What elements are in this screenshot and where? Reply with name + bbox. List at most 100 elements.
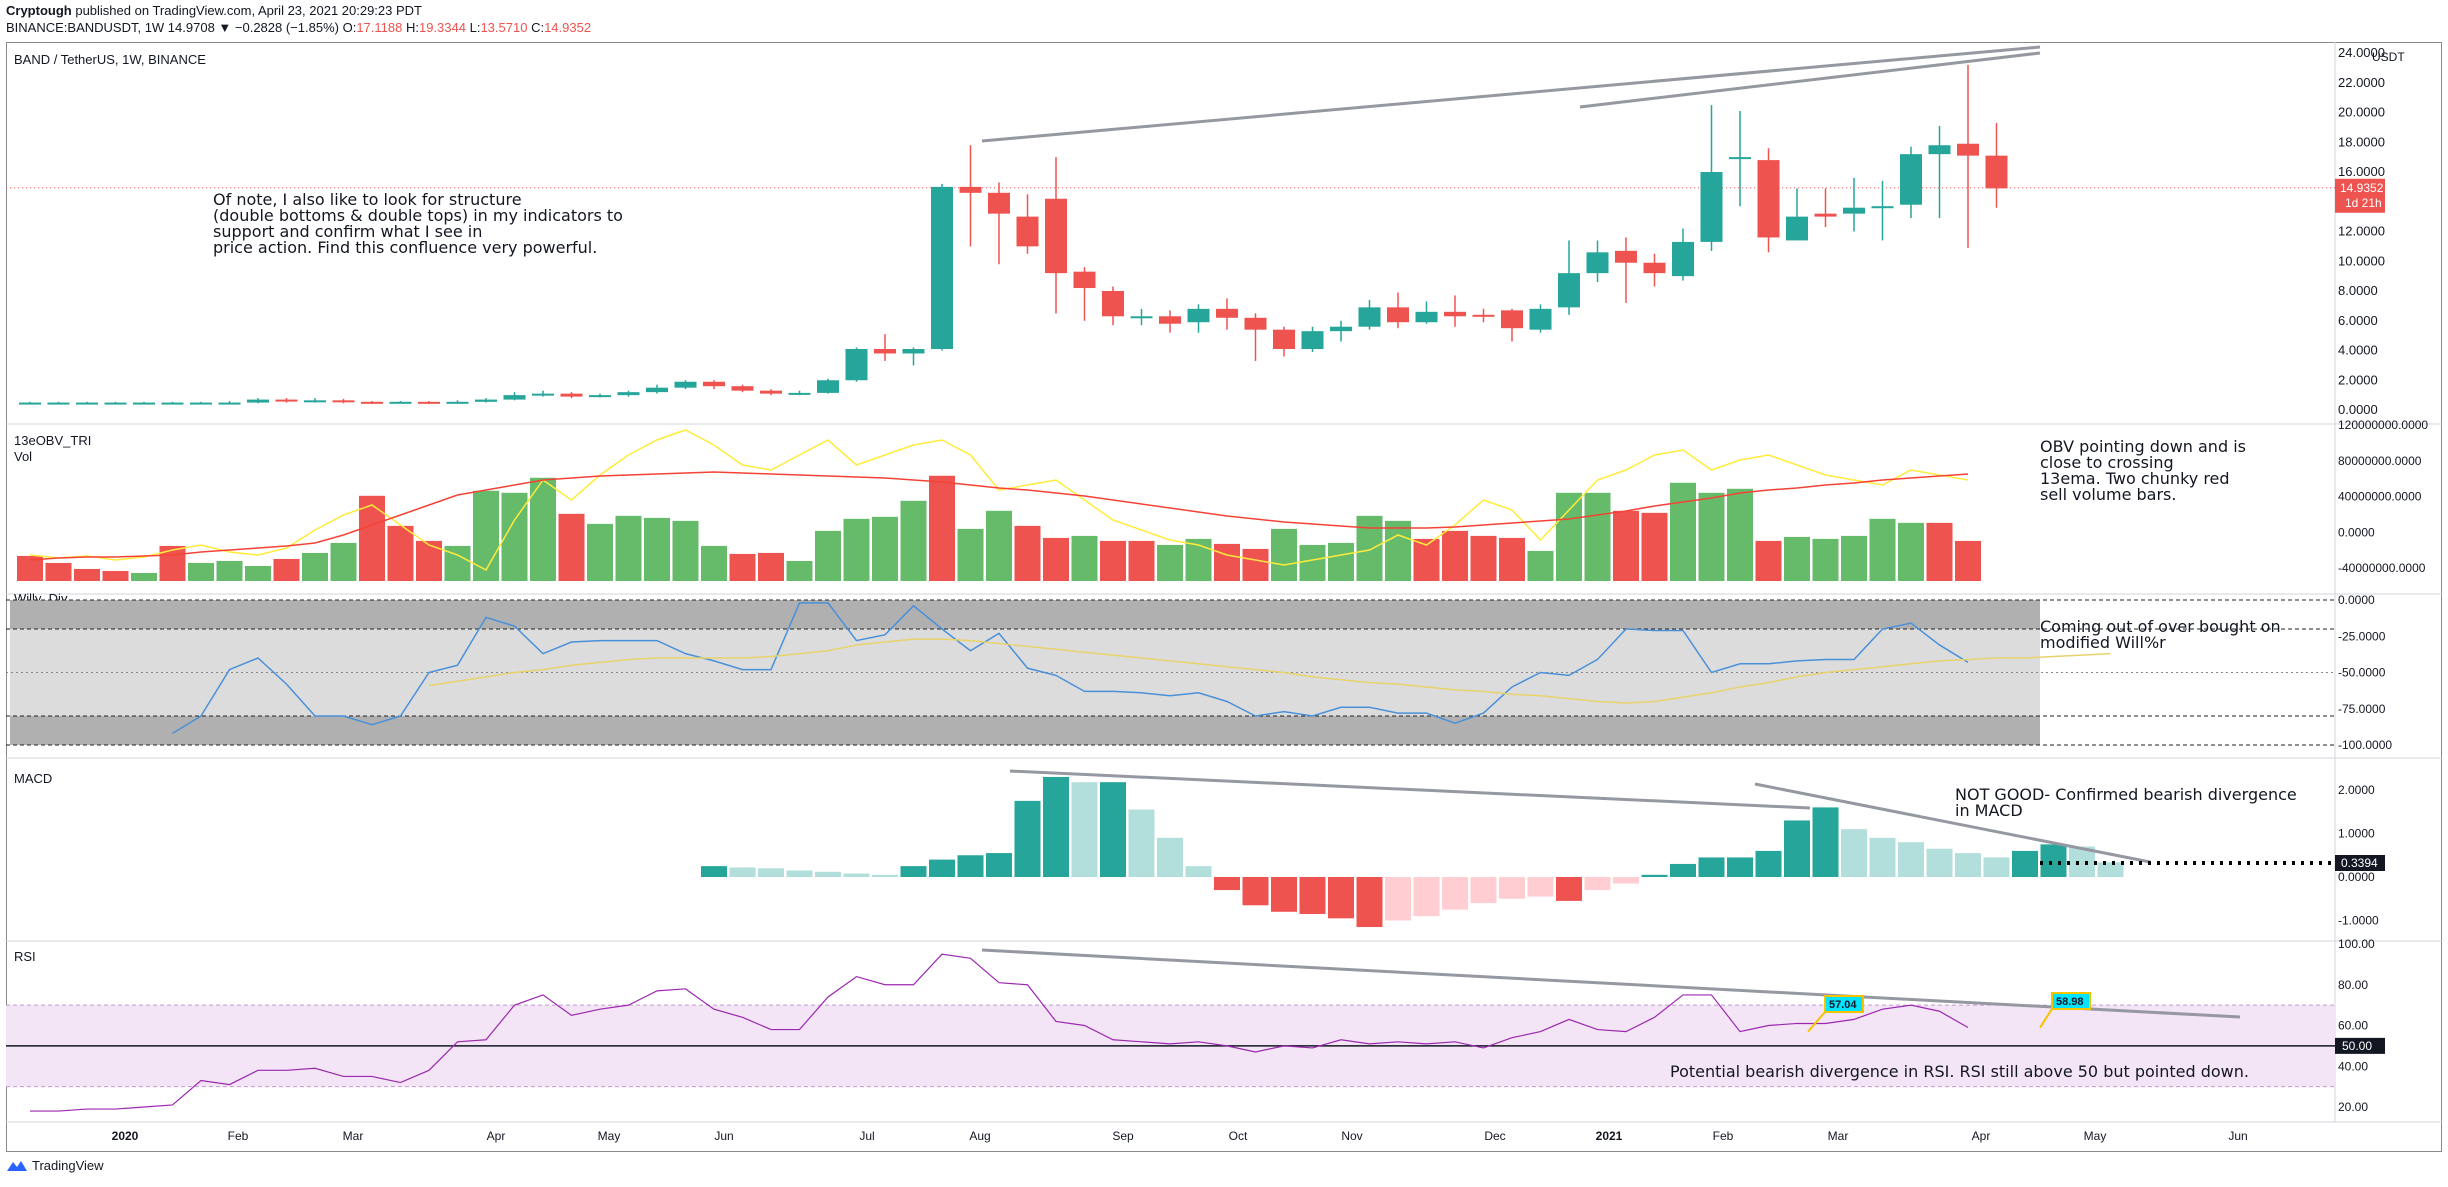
candle-body bbox=[1871, 206, 1894, 209]
candle-body bbox=[532, 393, 554, 396]
rsi-divergence-line bbox=[981, 948, 2241, 1019]
price-tick-label: 6.0000 bbox=[2338, 313, 2378, 328]
candle-body bbox=[503, 395, 526, 400]
candle-body bbox=[332, 400, 355, 403]
obv-pane-title: 13eOBV_TRI bbox=[14, 433, 91, 448]
candle-body bbox=[1102, 291, 1124, 317]
obv-note-line: close to crossing bbox=[2040, 453, 2174, 472]
volume-bar bbox=[1556, 492, 1582, 581]
candle-body bbox=[1643, 262, 1666, 274]
macd-histogram-bar bbox=[1983, 857, 2010, 877]
footer: TradingView bbox=[6, 1158, 104, 1173]
candle-body bbox=[1444, 311, 1466, 317]
candle-body bbox=[1615, 250, 1637, 263]
macd-note-line: NOT GOOD- Confirmed bearish divergence bbox=[1955, 785, 2297, 804]
willy-note-line: Coming out of over bought on bbox=[2040, 617, 2281, 636]
time-tick-label: Apr bbox=[1972, 1129, 1991, 1143]
resistance-trendline bbox=[981, 45, 2041, 143]
macd-histogram-bar bbox=[1299, 877, 1326, 914]
rsi-tick-label: 60.00 bbox=[2338, 1019, 2368, 1033]
candle-body bbox=[1273, 329, 1295, 350]
macd-histogram-bar bbox=[1185, 866, 1212, 877]
volume-bar bbox=[1955, 540, 1981, 581]
macd-histogram-bar bbox=[1670, 863, 1696, 877]
candle-body bbox=[560, 393, 583, 397]
price-tick-label: 10.0000 bbox=[2338, 253, 2385, 268]
macd-histogram-bar bbox=[929, 859, 955, 877]
volume-bar bbox=[672, 520, 699, 581]
macd-histogram-bar bbox=[1214, 877, 1240, 891]
candle-body bbox=[1016, 216, 1039, 247]
volume-bar bbox=[1898, 522, 1924, 581]
volume-bar bbox=[102, 570, 129, 581]
volume-bar bbox=[644, 517, 670, 581]
rsi-50-badge bbox=[2335, 1037, 2385, 1054]
volume-bar bbox=[729, 553, 756, 581]
time-tick-label: May bbox=[2084, 1129, 2107, 1143]
time-tick-label: Sep bbox=[1112, 1129, 1134, 1143]
candle-body bbox=[104, 402, 127, 405]
current-price-label: 14.9352 bbox=[2340, 181, 2384, 195]
chart-frame bbox=[6, 42, 2442, 1152]
candle-body bbox=[1757, 160, 1780, 238]
macd-value-label: 0.3394 bbox=[2341, 856, 2378, 870]
macd-histogram-bar bbox=[1470, 877, 1497, 904]
author-name[interactable]: Cryptough bbox=[6, 3, 72, 18]
volume-bar bbox=[900, 500, 927, 581]
volume-bar bbox=[872, 516, 898, 581]
price-tick-label: 0.0000 bbox=[2338, 402, 2378, 417]
candle-body bbox=[133, 402, 155, 405]
candle-body bbox=[1472, 314, 1495, 317]
macd-histogram-bar bbox=[786, 870, 813, 877]
volume-bar bbox=[45, 562, 72, 581]
close-value: 14.9352 bbox=[544, 20, 592, 35]
macd-histogram-bar bbox=[1499, 877, 1525, 899]
candle-body bbox=[674, 381, 697, 388]
willy-tick-label: -50.0000 bbox=[2338, 666, 2386, 680]
macd-note-line: in MACD bbox=[1955, 801, 2023, 820]
volume-bar bbox=[359, 495, 385, 581]
time-tick-label: Mar bbox=[343, 1129, 364, 1143]
volume-bar bbox=[1755, 540, 1782, 581]
candle-body bbox=[845, 349, 868, 381]
macd-tick-label: 0.0000 bbox=[2338, 870, 2375, 884]
candle-body bbox=[902, 349, 925, 354]
candle-body bbox=[617, 392, 640, 396]
macd-divergence-line bbox=[1754, 782, 2151, 864]
volume-tick-label: 120000000.0000 bbox=[2338, 418, 2428, 432]
macd-histogram-bar bbox=[900, 866, 927, 877]
obv-note-line: sell volume bars. bbox=[2040, 485, 2176, 504]
macd-histogram-bar bbox=[1328, 877, 1354, 919]
macd-histogram-bar bbox=[1413, 877, 1440, 917]
low-value: 13.5710 bbox=[480, 20, 528, 35]
macd-histogram-bar bbox=[2012, 850, 2038, 877]
macd-histogram-bar bbox=[2097, 862, 2124, 877]
volume-bar bbox=[1499, 537, 1525, 581]
volume-bar bbox=[1641, 512, 1668, 581]
volume-bar bbox=[1328, 542, 1354, 581]
macd-histogram-bar bbox=[1242, 877, 1269, 906]
candle-body bbox=[1358, 307, 1381, 327]
willy-signal-line bbox=[428, 638, 2111, 704]
candle-body bbox=[1130, 316, 1153, 319]
tradingview-logo-icon[interactable] bbox=[6, 1159, 28, 1173]
main-note-line: support and confirm what I see in bbox=[213, 222, 482, 241]
time-tick-label: Apr bbox=[487, 1129, 506, 1143]
candle-body bbox=[1415, 311, 1438, 323]
volume-bar bbox=[330, 542, 357, 581]
volume-bar bbox=[1071, 535, 1098, 581]
macd-histogram-bar bbox=[1100, 782, 1126, 877]
time-tick-label: Nov bbox=[1341, 1129, 1362, 1143]
rsi-callout-box bbox=[2051, 992, 2091, 1010]
macd-histogram-bar bbox=[986, 853, 1012, 877]
volume-bar bbox=[1185, 538, 1212, 581]
willy-tick-label: -75.0000 bbox=[2338, 702, 2386, 716]
macd-tick-label: 2.0000 bbox=[2338, 783, 2375, 797]
rsi-tick-label: 40.00 bbox=[2338, 1059, 2368, 1073]
rsi-line bbox=[30, 953, 1969, 1112]
price-tick-label: 22.0000 bbox=[2338, 75, 2385, 90]
time-tick-label: 2020 bbox=[112, 1129, 139, 1143]
main-note-line: (double bottoms & double tops) in my ind… bbox=[213, 206, 623, 225]
brand-label[interactable]: TradingView bbox=[32, 1158, 104, 1173]
